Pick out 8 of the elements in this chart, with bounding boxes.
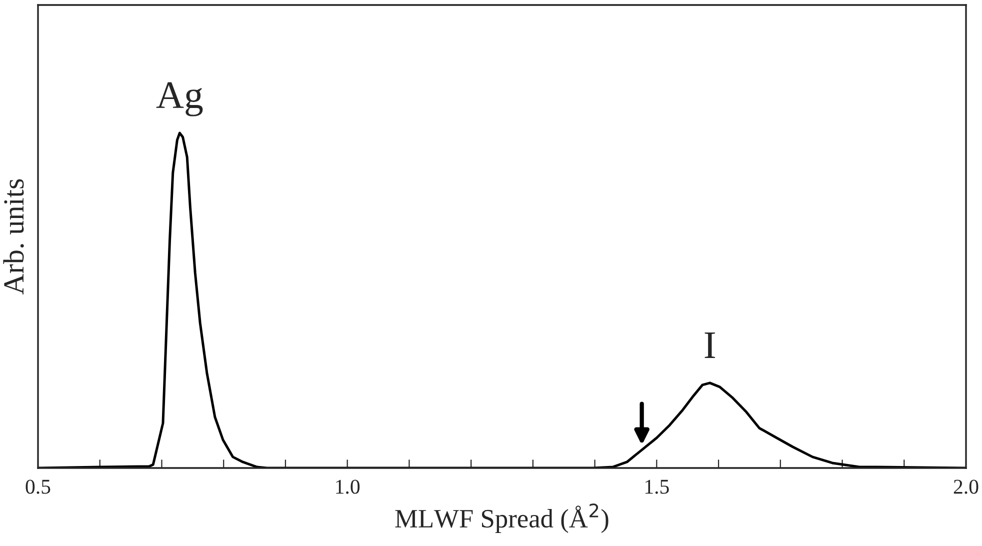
x-tick-label: 1.5 (645, 480, 669, 494)
x-tick-label: 1.0 (336, 480, 360, 494)
annotation: Ag (156, 82, 203, 116)
x-tick-label: 2.0 (954, 480, 978, 494)
annotation: I (704, 332, 715, 358)
x-tick-label: 0.5 (26, 480, 50, 494)
x-axis-title: MLWF Spread (Å$^{2}$) (395, 504, 608, 533)
y-axis-title: Arb. units (3, 179, 24, 295)
